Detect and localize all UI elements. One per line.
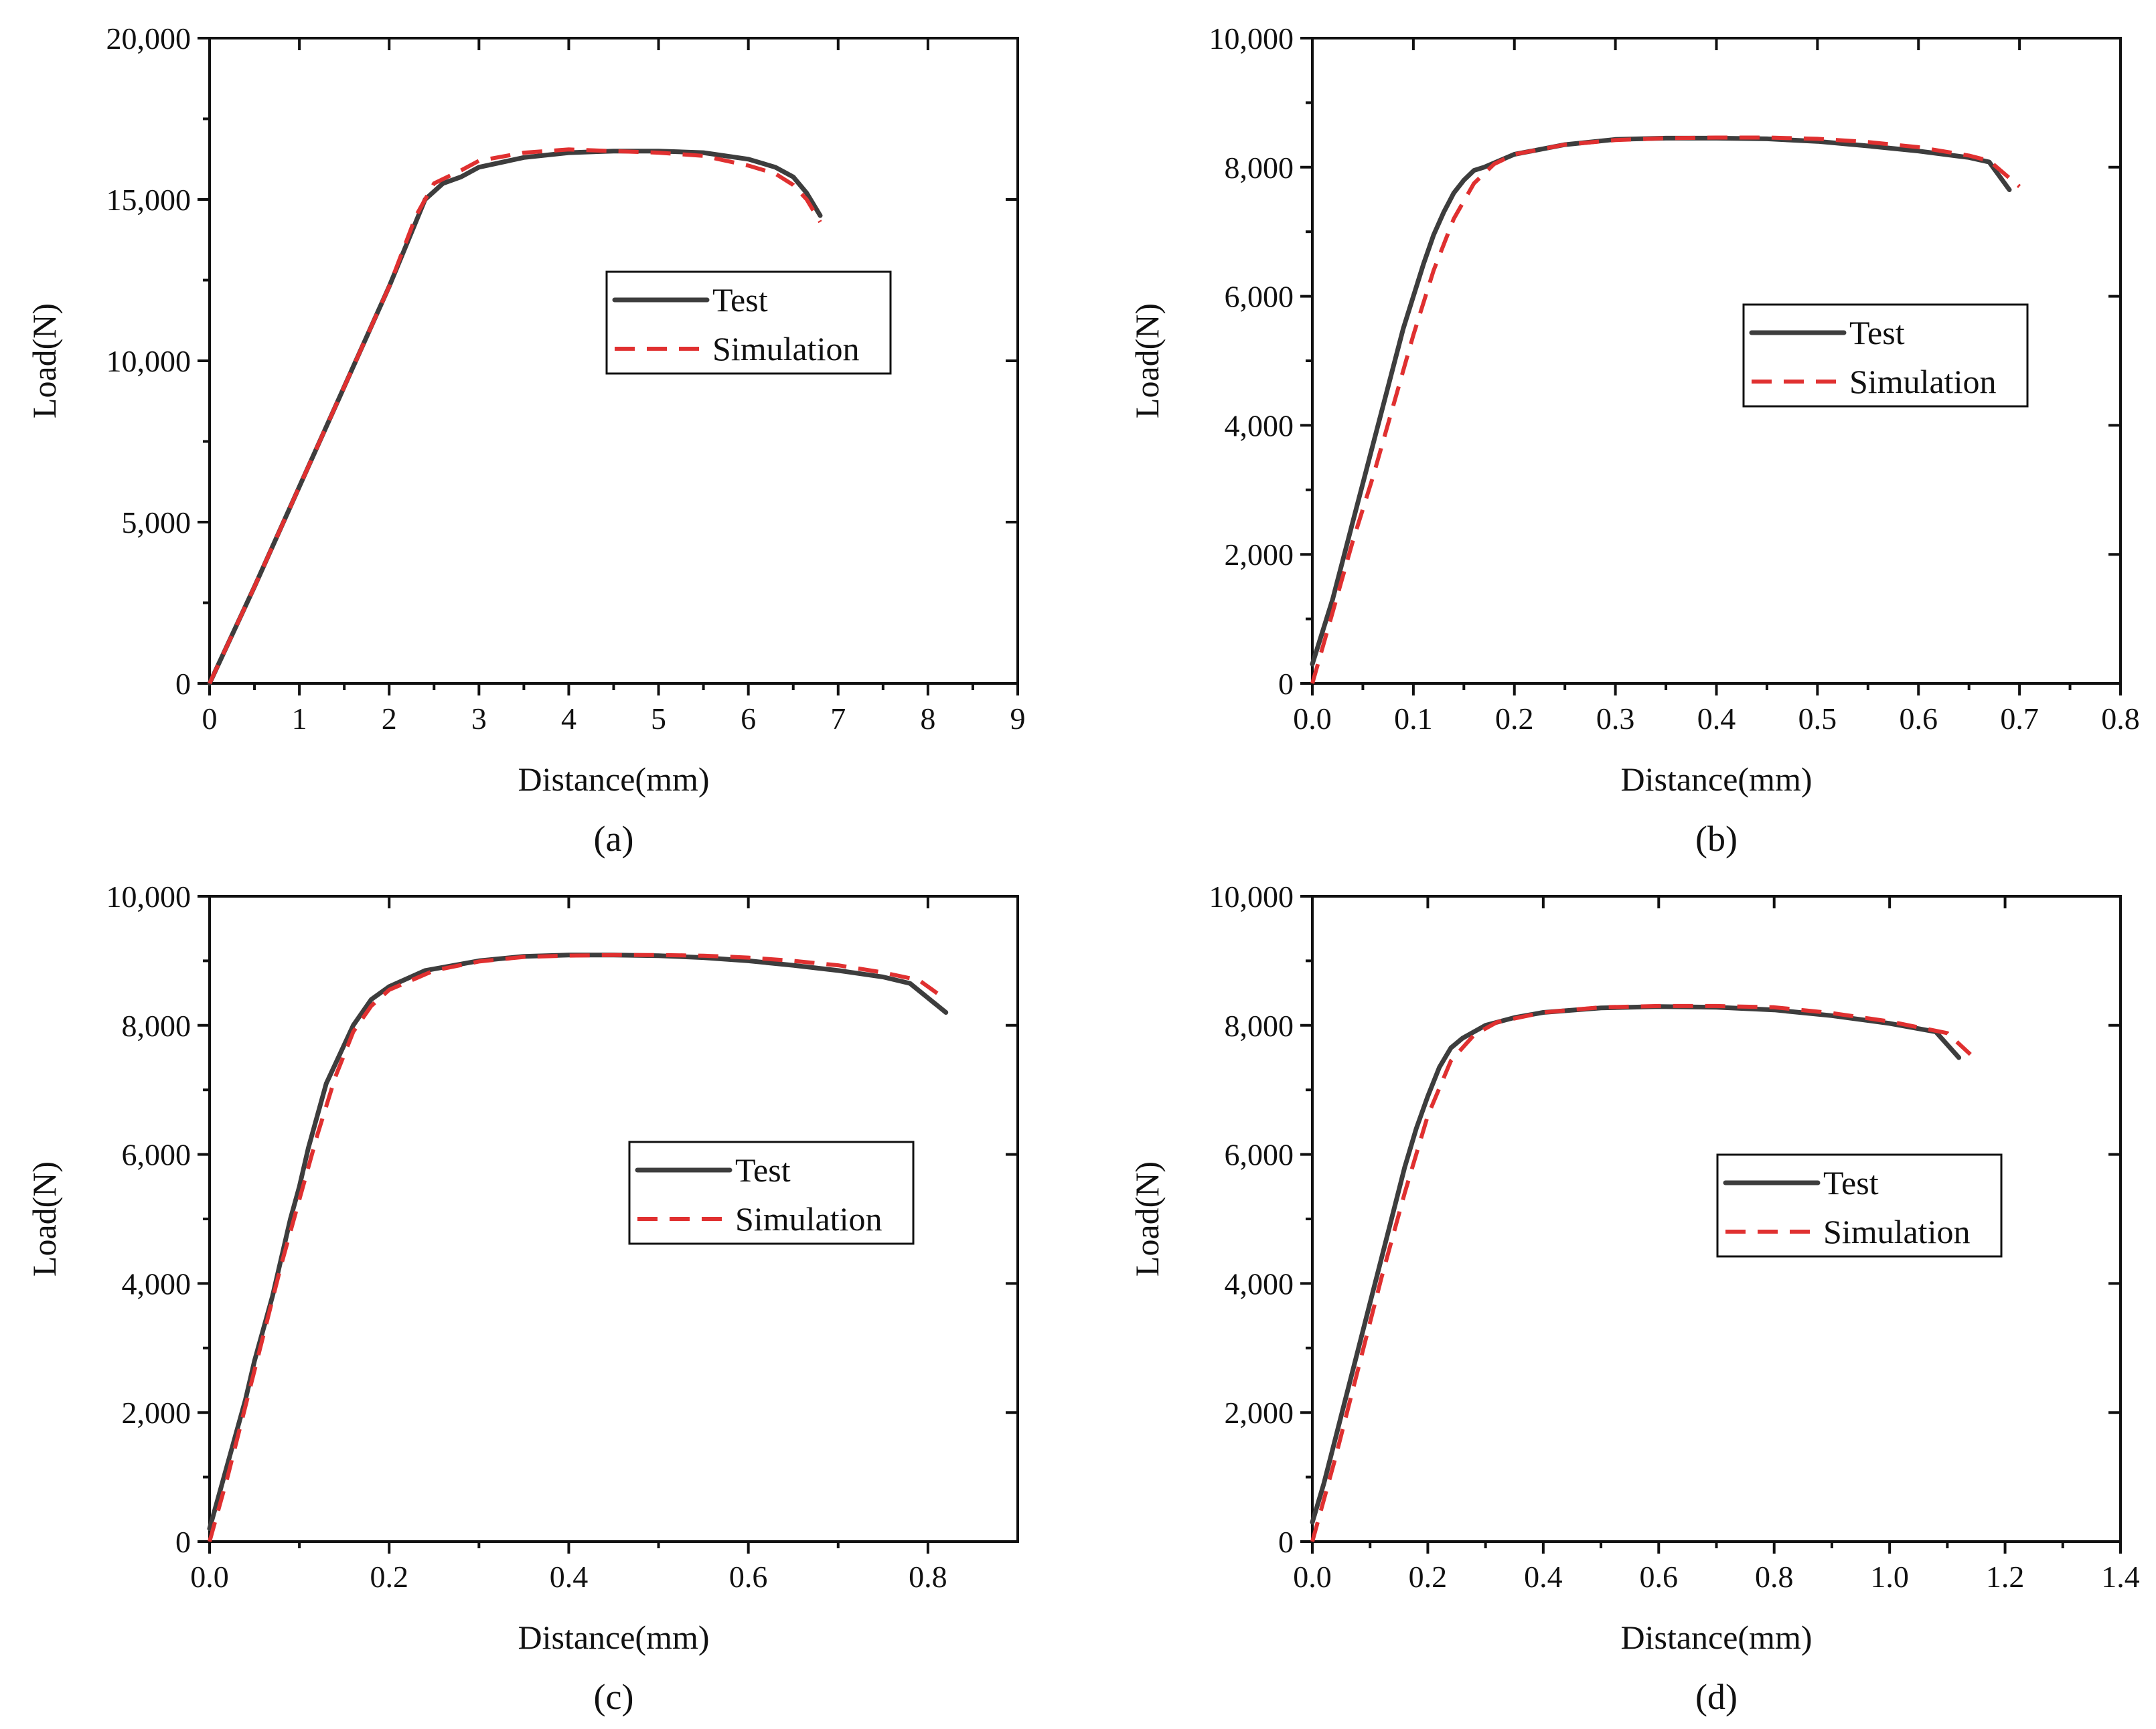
legend: Test Simulation — [1716, 1153, 2003, 1258]
x-tick-label: 0.4 — [1524, 1560, 1563, 1594]
x-tick-label: 1.4 — [2101, 1560, 2140, 1594]
test-series-line — [1310, 135, 2012, 667]
simulation-series-line — [208, 953, 947, 1542]
legend-test-label: Test — [1849, 314, 1905, 351]
panel-caption: (a) — [594, 819, 634, 859]
x-tick-label: 0.6 — [1900, 702, 1938, 736]
y-tick-label: 2,000 — [1225, 1396, 1294, 1430]
y-tick-label: 0 — [1278, 1525, 1294, 1559]
y-tick-label: 15,000 — [106, 183, 191, 217]
y-tick-label: 10,000 — [106, 880, 191, 914]
x-tick-label: 0.6 — [1640, 1560, 1679, 1594]
x-axis-title: Distance(mm) — [1620, 760, 1812, 798]
x-tick-label: 0.0 — [190, 1560, 229, 1594]
y-tick-label: 10,000 — [1209, 880, 1294, 914]
legend-box — [605, 270, 892, 375]
y-axis-title: Load(N) — [1128, 1161, 1166, 1277]
y-tick-label: 0 — [175, 667, 191, 701]
chart-panel-b: 0.0 0.1 0.2 0.3 0.4 0.5 0.6 0.7 0.8 0 2,000 4,000 6,… — [1128, 21, 2140, 859]
y-tick-label: 2,000 — [1225, 538, 1294, 572]
x-tick-label: 0.8 — [1755, 1560, 1794, 1594]
x-tick-label: 2 — [382, 702, 397, 736]
x-tick-label: 0.2 — [370, 1560, 408, 1594]
x-tick-label: 1.0 — [1870, 1560, 1909, 1594]
legend-test-label: Test — [735, 1151, 791, 1189]
x-tick-label: 0.0 — [1293, 1560, 1332, 1594]
x-tick-label: 0.2 — [1495, 702, 1534, 736]
y-tick-label: 0 — [1278, 667, 1294, 701]
legend: Test Simulation — [628, 1141, 915, 1245]
y-tick-label: 4,000 — [1225, 1266, 1294, 1301]
y-tick-label: 6,000 — [1225, 280, 1294, 314]
legend-simulation-label: Simulation — [712, 330, 859, 367]
x-tick-label: 0.1 — [1394, 702, 1433, 736]
x-tick-label: 0.4 — [550, 1560, 589, 1594]
chart-panel-a: 0 1 2 3 4 5 6 7 8 9 0 5,000 10,000 15,000 20,000 Distan… — [25, 21, 1026, 859]
y-tick-label: 10,000 — [1209, 21, 1294, 56]
legend-simulation-label: Simulation — [1849, 363, 1996, 400]
x-tick-label: 5 — [651, 702, 666, 736]
legend: Test Simulation — [605, 270, 892, 375]
x-axis-title: Distance(mm) — [1620, 1619, 1812, 1656]
x-tick-label: 0.5 — [1798, 702, 1837, 736]
simulation-series-line — [1310, 1003, 1972, 1542]
y-tick-label: 20,000 — [106, 21, 191, 56]
x-tick-label: 0.3 — [1596, 702, 1635, 736]
x-axis-title: Distance(mm) — [518, 760, 709, 798]
panel-caption: (c) — [594, 1677, 634, 1717]
x-tick-label: 3 — [471, 702, 487, 736]
y-tick-label: 6,000 — [1225, 1138, 1294, 1172]
legend-test-label: Test — [1823, 1164, 1879, 1202]
x-tick-label: 0.2 — [1409, 1560, 1448, 1594]
simulation-series-line — [208, 147, 822, 685]
x-tick-label: 8 — [920, 702, 935, 736]
chart-panel-c: 0.0 0.2 0.4 0.6 0.8 0 2,000 4,000 6,000 8,000 10,0… — [25, 880, 1019, 1717]
y-tick-label: 8,000 — [1225, 1009, 1294, 1043]
test-series-line — [207, 149, 823, 686]
x-tick-label: 9 — [1010, 702, 1026, 736]
legend-box — [628, 1141, 915, 1245]
y-axis-title: Load(N) — [25, 1161, 63, 1277]
test-series-line — [207, 953, 949, 1532]
x-tick-label: 0.8 — [2101, 702, 2140, 736]
chart-panel-d: 0.0 0.2 0.4 0.6 0.8 1.0 1.2 1.4 0 2,000 4,000 6,000… — [1128, 880, 2140, 1717]
y-tick-label: 6,000 — [122, 1138, 191, 1172]
legend: Test Simulation — [1742, 303, 2029, 408]
legend-simulation-label: Simulation — [735, 1200, 882, 1238]
x-tick-label: 0.7 — [2000, 702, 2039, 736]
legend-box — [1742, 303, 2029, 408]
x-axis-title: Distance(mm) — [518, 1619, 709, 1656]
x-tick-label: 0.4 — [1697, 702, 1736, 736]
panel-caption: (d) — [1695, 1677, 1738, 1717]
x-tick-label: 4 — [561, 702, 576, 736]
legend-test-label: Test — [712, 281, 768, 319]
y-tick-label: 0 — [175, 1525, 191, 1559]
y-tick-label: 4,000 — [1225, 408, 1294, 442]
legend-simulation-label: Simulation — [1823, 1213, 1970, 1250]
y-tick-label: 8,000 — [122, 1009, 191, 1043]
panel-caption: (b) — [1695, 819, 1738, 859]
legend-box — [1716, 1153, 2003, 1258]
y-tick-label: 4,000 — [122, 1266, 191, 1301]
simulation-series-line — [1310, 135, 2021, 684]
x-tick-label: 7 — [830, 702, 846, 736]
y-tick-label: 8,000 — [1225, 151, 1294, 185]
y-tick-label: 2,000 — [122, 1396, 191, 1430]
x-tick-label: 1 — [292, 702, 307, 736]
x-tick-label: 1.2 — [1986, 1560, 2025, 1594]
x-tick-label: 0 — [202, 702, 218, 736]
x-tick-label: 6 — [741, 702, 756, 736]
x-tick-label: 0.6 — [729, 1560, 768, 1594]
y-tick-label: 5,000 — [122, 505, 191, 540]
y-axis-title: Load(N) — [25, 303, 63, 418]
x-tick-label: 0.0 — [1293, 702, 1332, 736]
y-tick-label: 10,000 — [106, 344, 191, 378]
test-series-line — [1310, 1004, 1962, 1525]
x-tick-label: 0.8 — [909, 1560, 947, 1594]
y-axis-title: Load(N) — [1128, 303, 1166, 418]
